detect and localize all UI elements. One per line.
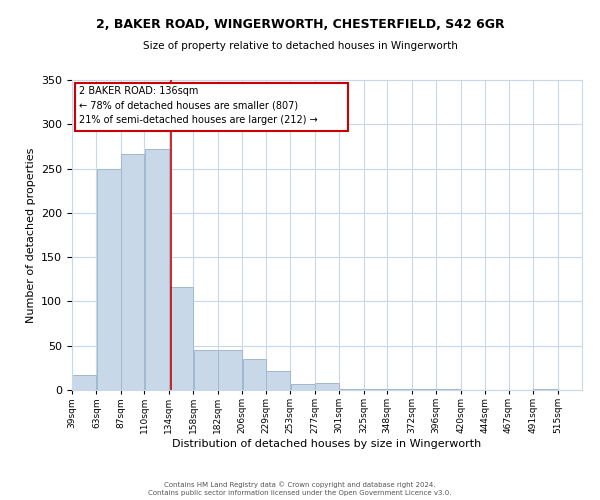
Bar	[121, 154, 144, 390]
Bar	[436, 389, 460, 390]
Bar	[340, 389, 364, 390]
Bar	[72, 375, 96, 390]
Text: 2 BAKER ROAD: 136sqm: 2 BAKER ROAD: 136sqm	[79, 86, 199, 96]
Text: 2, BAKER ROAD, WINGERWORTH, CHESTERFIELD, S42 6GR: 2, BAKER ROAD, WINGERWORTH, CHESTERFIELD…	[95, 18, 505, 30]
Bar	[364, 389, 387, 390]
Text: ← 78% of detached houses are smaller (807): ← 78% of detached houses are smaller (80…	[79, 100, 298, 110]
Bar	[315, 383, 339, 390]
Bar	[533, 389, 557, 390]
Text: Contains HM Land Registry data © Crown copyright and database right 2024.: Contains HM Land Registry data © Crown c…	[164, 481, 436, 488]
Y-axis label: Number of detached properties: Number of detached properties	[26, 148, 35, 322]
Bar	[388, 389, 412, 390]
Bar	[145, 149, 169, 390]
Bar	[266, 370, 290, 390]
Bar	[242, 359, 266, 390]
FancyBboxPatch shape	[75, 82, 349, 132]
Bar	[412, 389, 436, 390]
Bar	[290, 384, 314, 390]
Bar	[97, 168, 121, 390]
Text: Contains public sector information licensed under the Open Government Licence v3: Contains public sector information licen…	[148, 490, 452, 496]
Bar	[194, 350, 218, 390]
Bar	[169, 288, 193, 390]
Bar	[218, 350, 242, 390]
X-axis label: Distribution of detached houses by size in Wingerworth: Distribution of detached houses by size …	[172, 439, 482, 449]
Text: Size of property relative to detached houses in Wingerworth: Size of property relative to detached ho…	[143, 41, 457, 51]
Text: 21% of semi-detached houses are larger (212) →: 21% of semi-detached houses are larger (…	[79, 114, 318, 124]
